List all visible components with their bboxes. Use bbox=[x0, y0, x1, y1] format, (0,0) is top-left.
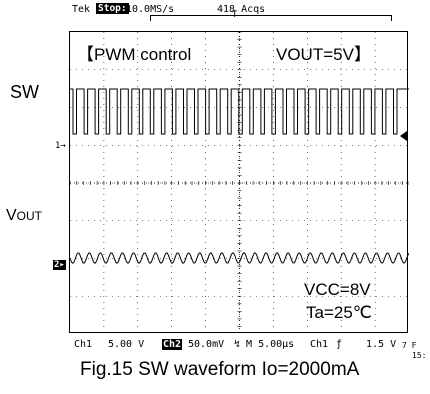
run-status-badge: Stop: bbox=[96, 3, 129, 14]
trigger-level-arrow-icon bbox=[400, 131, 407, 141]
sw-channel-label: SW bbox=[10, 82, 39, 102]
trigger-slope-icon: ƒ bbox=[336, 339, 343, 350]
mode-label: 【PWM control bbox=[77, 45, 192, 64]
record-bracket bbox=[150, 15, 392, 21]
scope-header: Tek Stop: 10.0MS/s 418 Acqs T bbox=[72, 3, 392, 23]
temperature-label: Ta=25℃ bbox=[306, 303, 372, 322]
ch2-label: Ch2 bbox=[162, 339, 183, 350]
waveform-graticule bbox=[70, 32, 409, 334]
ch2-ground-marker: 2▸ bbox=[53, 260, 66, 270]
vcc-label: VCC=8V bbox=[304, 280, 371, 299]
scope-display bbox=[69, 31, 409, 334]
trigger-position-marker: T bbox=[232, 10, 238, 20]
ch1-ground-marker: 1→ bbox=[55, 141, 66, 151]
vout-setting-label: VOUT=5V】 bbox=[276, 45, 371, 64]
ch1-label: Ch1 bbox=[74, 339, 93, 350]
brand-label: Tek bbox=[72, 4, 91, 15]
sw-waveform bbox=[70, 88, 409, 135]
figure-caption: Fig.15 SW waveform Io=2000mA bbox=[80, 359, 360, 380]
vout-waveform bbox=[70, 252, 409, 264]
ch2-scale: 50.0mV bbox=[188, 339, 225, 350]
vout-channel-label: VOUT bbox=[6, 207, 43, 224]
acquisition-count: 418 Acqs bbox=[217, 4, 266, 15]
timebase: ↯ M 5.00µs bbox=[234, 339, 295, 350]
sample-rate: 10.0MS/s bbox=[126, 4, 175, 15]
trigger-source: Ch1 bbox=[310, 339, 329, 350]
ch1-scale: 5.00 V bbox=[108, 339, 145, 350]
edge-text-1: 7 F bbox=[402, 341, 417, 350]
trigger-level: 1.5 V bbox=[366, 339, 397, 350]
edge-text-2: 15: bbox=[412, 351, 427, 360]
